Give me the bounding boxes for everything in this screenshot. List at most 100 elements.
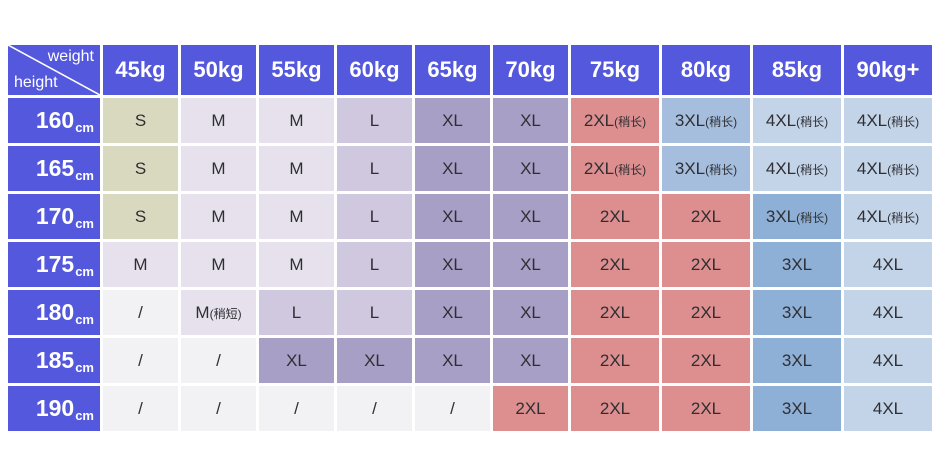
height-header-190cm: 190cm bbox=[8, 386, 100, 431]
weight-header-55kg: 55kg bbox=[259, 45, 334, 95]
size-cell-55kg-170cm: M bbox=[259, 194, 334, 239]
weight-header-90kg+: 90kg+ bbox=[844, 45, 932, 95]
size-value: XL bbox=[520, 206, 541, 226]
size-cell-45kg-175cm: M bbox=[103, 242, 178, 287]
height-header-170cm: 170cm bbox=[8, 194, 100, 239]
size-cell-60kg-175cm: L bbox=[337, 242, 412, 287]
height-value: 185 bbox=[35, 347, 75, 373]
size-cell-60kg-180cm: L bbox=[337, 290, 412, 335]
size-value: 2XL bbox=[690, 302, 722, 322]
size-value: 2XL bbox=[599, 302, 631, 322]
size-cell-75kg-185cm: 2XL bbox=[571, 338, 659, 383]
size-cell-55kg-165cm: M bbox=[259, 146, 334, 191]
height-value: 170 bbox=[35, 203, 75, 229]
height-header-180cm: 180cm bbox=[8, 290, 100, 335]
size-note: (稍长) bbox=[796, 162, 829, 177]
height-unit: cm bbox=[75, 120, 94, 135]
size-value: XL bbox=[442, 110, 463, 130]
height-value: 165 bbox=[35, 155, 75, 181]
size-cell-75kg-180cm: 2XL bbox=[571, 290, 659, 335]
size-value: XL bbox=[520, 350, 541, 370]
size-value: S bbox=[134, 110, 147, 130]
weight-header-50kg: 50kg bbox=[181, 45, 256, 95]
weight-header-45kg: 45kg bbox=[103, 45, 178, 95]
size-value: / bbox=[216, 350, 221, 370]
size-cell-65kg-190cm: / bbox=[415, 386, 490, 431]
size-cell-80kg-160cm: 3XL(稍长) bbox=[662, 98, 750, 143]
size-value: 3XL bbox=[765, 206, 797, 226]
size-value: XL bbox=[364, 350, 385, 370]
size-value: 2XL bbox=[599, 398, 631, 418]
table-row: 190cm / / / / / 2XL 2XL 2XL 3XL 4XL bbox=[8, 386, 932, 431]
size-cell-80kg-165cm: 3XL(稍长) bbox=[662, 146, 750, 191]
size-value: 4XL bbox=[872, 302, 904, 322]
size-value: M bbox=[289, 206, 304, 226]
size-chart-table: weight height 45kg 50kg 55kg 60kg 65kg 70kg 75kg… bbox=[5, 42, 935, 434]
height-unit: cm bbox=[75, 408, 94, 423]
height-unit: cm bbox=[75, 168, 94, 183]
size-value: 4XL bbox=[856, 110, 888, 130]
size-value: M bbox=[211, 158, 226, 178]
height-header-160cm: 160cm bbox=[8, 98, 100, 143]
size-value: 2XL bbox=[690, 206, 722, 226]
size-value: / bbox=[450, 398, 455, 418]
table-row: 185cm / / XL XL XL XL 2XL 2XL 3XL 4XL bbox=[8, 338, 932, 383]
size-value: 4XL bbox=[872, 350, 904, 370]
size-value: / bbox=[138, 398, 143, 418]
size-cell-90kg+-185cm: 4XL bbox=[844, 338, 932, 383]
size-cell-90kg+-160cm: 4XL(稍长) bbox=[844, 98, 932, 143]
size-cell-45kg-185cm: / bbox=[103, 338, 178, 383]
corner-height-label: height bbox=[14, 74, 58, 91]
table-body: 160cm S M M L XL XL 2XL(稍长) 3XL(稍长) 4XL(稍长) 4XL(稍长… bbox=[8, 98, 932, 431]
size-cell-85kg-170cm: 3XL(稍长) bbox=[753, 194, 841, 239]
size-note: (稍长) bbox=[705, 162, 738, 177]
size-cell-45kg-160cm: S bbox=[103, 98, 178, 143]
size-cell-45kg-170cm: S bbox=[103, 194, 178, 239]
size-note: (稍长) bbox=[887, 210, 920, 225]
size-cell-65kg-175cm: XL bbox=[415, 242, 490, 287]
size-value: 3XL bbox=[781, 350, 813, 370]
weight-header-80kg: 80kg bbox=[662, 45, 750, 95]
size-cell-70kg-185cm: XL bbox=[493, 338, 568, 383]
header-row: weight height 45kg 50kg 55kg 60kg 65kg 70kg 75kg… bbox=[8, 45, 932, 95]
height-unit: cm bbox=[75, 264, 94, 279]
size-value: 3XL bbox=[674, 158, 706, 178]
size-cell-50kg-190cm: / bbox=[181, 386, 256, 431]
size-cell-55kg-185cm: XL bbox=[259, 338, 334, 383]
height-unit: cm bbox=[75, 216, 94, 231]
size-note: (稍长) bbox=[796, 114, 829, 129]
size-cell-85kg-165cm: 4XL(稍长) bbox=[753, 146, 841, 191]
size-cell-80kg-170cm: 2XL bbox=[662, 194, 750, 239]
height-value: 190 bbox=[35, 395, 75, 421]
size-value: 2XL bbox=[515, 398, 546, 418]
size-value: S bbox=[134, 206, 147, 226]
size-cell-60kg-190cm: / bbox=[337, 386, 412, 431]
size-value: 2XL bbox=[599, 254, 631, 274]
size-cell-80kg-175cm: 2XL bbox=[662, 242, 750, 287]
size-note: (稍长) bbox=[796, 210, 829, 225]
height-value: 180 bbox=[35, 299, 75, 325]
size-value: 3XL bbox=[781, 302, 813, 322]
size-cell-90kg+-165cm: 4XL(稍长) bbox=[844, 146, 932, 191]
size-value: / bbox=[372, 398, 377, 418]
size-value: M bbox=[195, 302, 210, 322]
size-value: 2XL bbox=[599, 206, 631, 226]
size-cell-70kg-160cm: XL bbox=[493, 98, 568, 143]
size-cell-85kg-185cm: 3XL bbox=[753, 338, 841, 383]
size-note: (稍短) bbox=[209, 306, 242, 321]
diagonal-line-icon bbox=[8, 45, 100, 95]
size-cell-50kg-160cm: M bbox=[181, 98, 256, 143]
size-cell-90kg+-190cm: 4XL bbox=[844, 386, 932, 431]
height-value: 175 bbox=[35, 251, 75, 277]
size-value: M bbox=[289, 254, 304, 274]
size-cell-80kg-190cm: 2XL bbox=[662, 386, 750, 431]
size-value: S bbox=[134, 158, 147, 178]
size-value: 2XL bbox=[583, 158, 615, 178]
size-value: 3XL bbox=[674, 110, 706, 130]
size-value: 2XL bbox=[690, 398, 722, 418]
size-value: XL bbox=[442, 302, 463, 322]
size-value: / bbox=[138, 350, 143, 370]
size-cell-50kg-165cm: M bbox=[181, 146, 256, 191]
size-cell-65kg-185cm: XL bbox=[415, 338, 490, 383]
size-cell-45kg-165cm: S bbox=[103, 146, 178, 191]
